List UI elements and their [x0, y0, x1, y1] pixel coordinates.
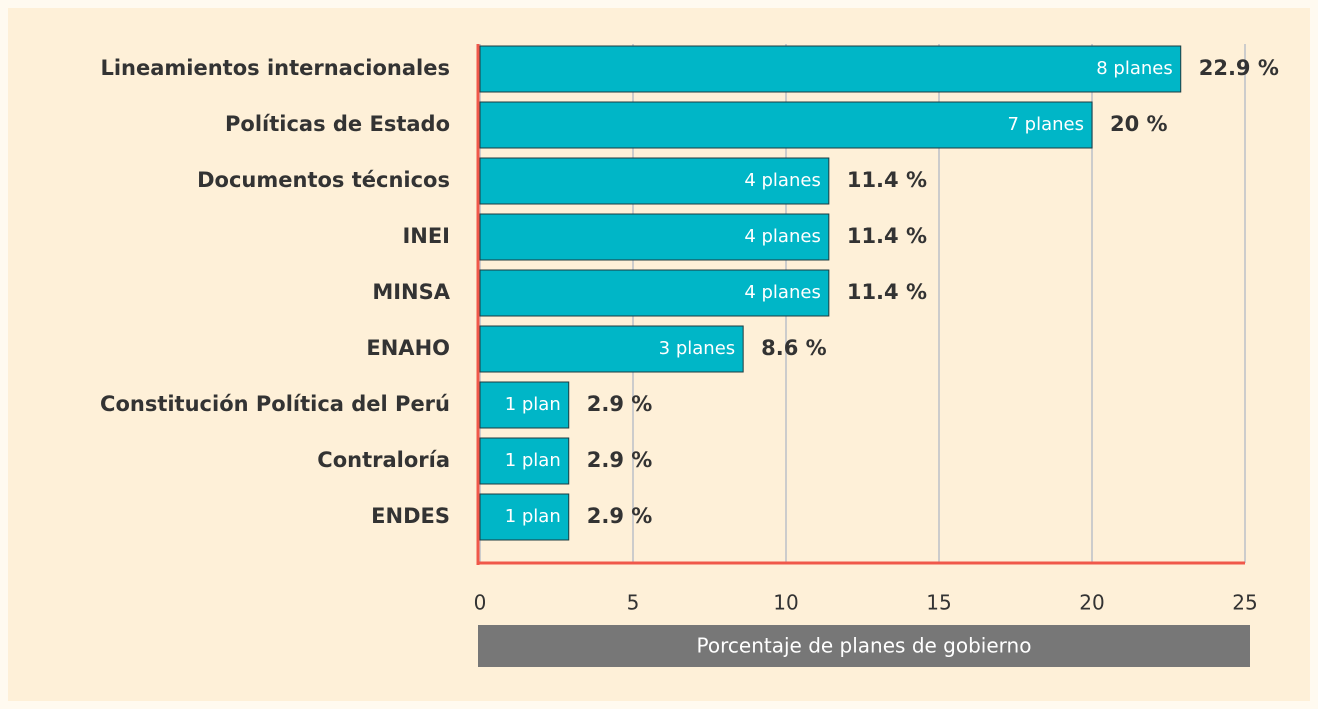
value-label: 2.9 %	[587, 392, 653, 416]
bar-label: 1 plan	[505, 394, 561, 415]
x-tick-label: 20	[1079, 591, 1104, 615]
bar-label: 3 planes	[659, 338, 736, 359]
x-tick-label: 15	[926, 591, 951, 615]
y-tick-label: Documentos técnicos	[197, 168, 450, 192]
y-tick-label: INEI	[402, 224, 450, 248]
y-tick-label: MINSA	[372, 280, 450, 304]
bar-label: 1 plan	[505, 450, 561, 471]
y-tick-label: Contraloría	[317, 448, 450, 472]
x-tick-label: 25	[1232, 591, 1257, 615]
x-axis-label: Porcentaje de planes de gobierno	[697, 634, 1032, 658]
bar-label: 7 planes	[1008, 114, 1085, 135]
value-label: 11.4 %	[847, 168, 927, 192]
bar	[479, 101, 1093, 149]
value-label: 8.6 %	[761, 336, 827, 360]
bar	[479, 45, 1182, 93]
y-tick-label: Constitución Política del Perú	[100, 392, 450, 416]
x-tick-label: 0	[474, 591, 487, 615]
bar-label: 8 planes	[1096, 58, 1173, 79]
bar-label: 4 planes	[744, 226, 821, 247]
bar-label: 4 planes	[744, 282, 821, 303]
value-label: 20 %	[1110, 112, 1168, 136]
value-label: 11.4 %	[847, 224, 927, 248]
bar	[479, 493, 570, 541]
value-label: 2.9 %	[587, 448, 653, 472]
bar	[479, 269, 830, 317]
y-tick-label: Políticas de Estado	[225, 112, 450, 136]
value-label: 22.9 %	[1199, 56, 1279, 80]
y-tick-label: ENAHO	[366, 336, 450, 360]
x-tick-label: 5	[627, 591, 640, 615]
x-label-box	[478, 625, 1250, 667]
bar-label: 1 plan	[505, 506, 561, 527]
bar	[479, 213, 830, 261]
x-tick-label: 10	[773, 591, 798, 615]
value-label: 2.9 %	[587, 504, 653, 528]
y-tick-label: ENDES	[371, 504, 450, 528]
bar	[479, 381, 570, 429]
bar	[479, 325, 744, 373]
y-tick-label: Lineamientos internacionales	[100, 56, 450, 80]
bar-label: 4 planes	[744, 170, 821, 191]
value-label: 11.4 %	[847, 280, 927, 304]
bar	[479, 437, 570, 485]
bar	[479, 157, 830, 205]
